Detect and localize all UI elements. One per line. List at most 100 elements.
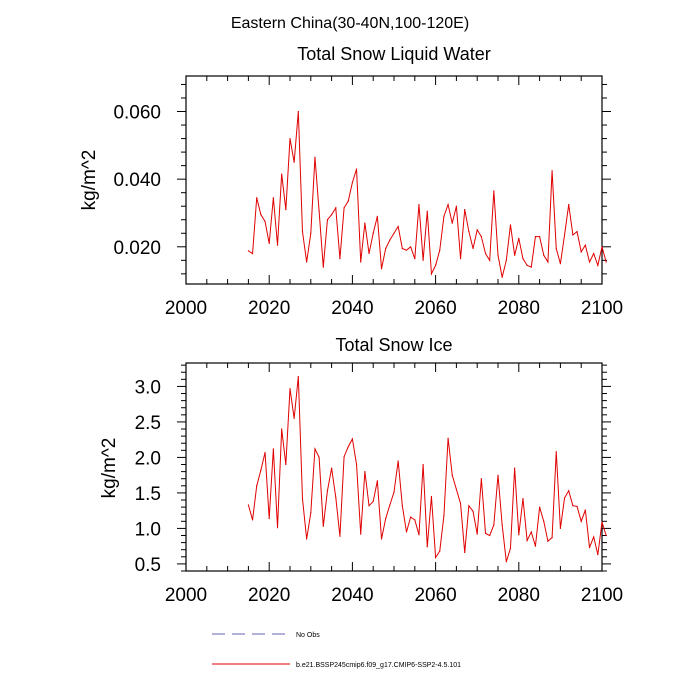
data-point (572, 505, 574, 507)
data-point (597, 264, 599, 266)
data-point (247, 250, 249, 252)
y-tick-label: 1.0 (135, 519, 161, 540)
panel-snow-liquid-water: Total Snow Liquid Water kg/m^2 2000 2020 2… (79, 44, 623, 319)
data-point (601, 246, 603, 248)
data-point (593, 252, 595, 255)
data-point (484, 532, 487, 534)
data-point (297, 375, 299, 378)
data-point (251, 519, 254, 521)
y-axis-label: kg/m^2 (99, 438, 120, 499)
panel-snow-ice: Total Snow Ice kg/m^2 2000 2020 2040 2060 20… (99, 335, 623, 606)
data-point (405, 531, 408, 533)
data-point (301, 230, 304, 233)
data-point (489, 259, 491, 261)
data-point (306, 261, 308, 263)
y-tick-label: 2.0 (135, 448, 161, 469)
data-point (497, 254, 499, 256)
data-point (555, 247, 557, 250)
data-point (459, 258, 462, 260)
data-point (593, 536, 595, 538)
data-point (476, 229, 478, 231)
data-point (339, 535, 341, 537)
data-point (539, 236, 541, 238)
data-point (514, 467, 516, 469)
data-point (505, 561, 507, 563)
data-point (393, 491, 395, 493)
data-point (518, 534, 520, 536)
data-point (401, 247, 403, 250)
data-point (380, 268, 383, 270)
data-point (410, 516, 412, 518)
data-point (526, 264, 528, 266)
data-point (443, 215, 445, 217)
data-point (268, 242, 270, 245)
data-point (576, 230, 578, 233)
series-group (247, 375, 607, 563)
data-point (530, 531, 532, 533)
data-point (247, 504, 249, 506)
data-point (551, 537, 553, 539)
data-point (514, 254, 516, 256)
data-point (272, 197, 274, 199)
data-point (310, 512, 312, 514)
data-point (422, 463, 424, 466)
data-point (563, 497, 566, 499)
data-point (335, 496, 337, 498)
data-point (468, 230, 470, 233)
data-point (430, 273, 433, 275)
data-point (368, 252, 370, 255)
data-point (435, 264, 437, 266)
data-point (322, 266, 324, 268)
data-point (584, 509, 586, 511)
data-point (306, 538, 308, 540)
data-point (568, 203, 570, 206)
data-point (534, 236, 537, 238)
data-point (393, 232, 395, 234)
x-tick-label: 2080 (498, 585, 540, 606)
data-point (443, 515, 445, 517)
data-point (264, 451, 266, 454)
data-point (322, 525, 324, 527)
x-tick-label: 2080 (498, 298, 540, 319)
data-point (580, 251, 582, 253)
data-point (364, 471, 366, 473)
data-point (422, 259, 424, 261)
data-point (293, 417, 295, 419)
data-point (326, 219, 329, 221)
data-point (501, 276, 503, 278)
data-point (476, 533, 478, 535)
plot-frame (185, 75, 603, 285)
data-point (576, 505, 578, 507)
data-point (414, 519, 416, 521)
data-point (522, 497, 524, 500)
data-point (605, 261, 607, 263)
series-group (247, 110, 607, 278)
data-point (281, 173, 283, 175)
data-point (385, 517, 387, 520)
data-point (439, 249, 441, 251)
data-point (351, 438, 353, 440)
data-point (301, 497, 304, 500)
data-point (343, 456, 345, 458)
data-point (389, 504, 391, 506)
legend-label-model: b.e21.BSSP245cmip6.f09_g17.CMIP6-SSP2-4.… (296, 662, 461, 669)
data-point (331, 214, 333, 216)
data-point (580, 520, 582, 522)
data-point (459, 502, 462, 505)
data-point (509, 547, 512, 549)
data-point (588, 546, 591, 549)
data-point (597, 554, 599, 556)
data-point (364, 222, 366, 224)
data-point (451, 474, 453, 476)
data-point (572, 234, 574, 236)
data-point (351, 181, 353, 184)
data-point (543, 254, 545, 256)
data-point (605, 534, 607, 537)
data-point (588, 261, 591, 263)
plot-frame (185, 362, 603, 572)
data-point (289, 387, 291, 390)
data-point (464, 551, 466, 554)
data-point (343, 207, 345, 209)
data-point (484, 252, 487, 255)
